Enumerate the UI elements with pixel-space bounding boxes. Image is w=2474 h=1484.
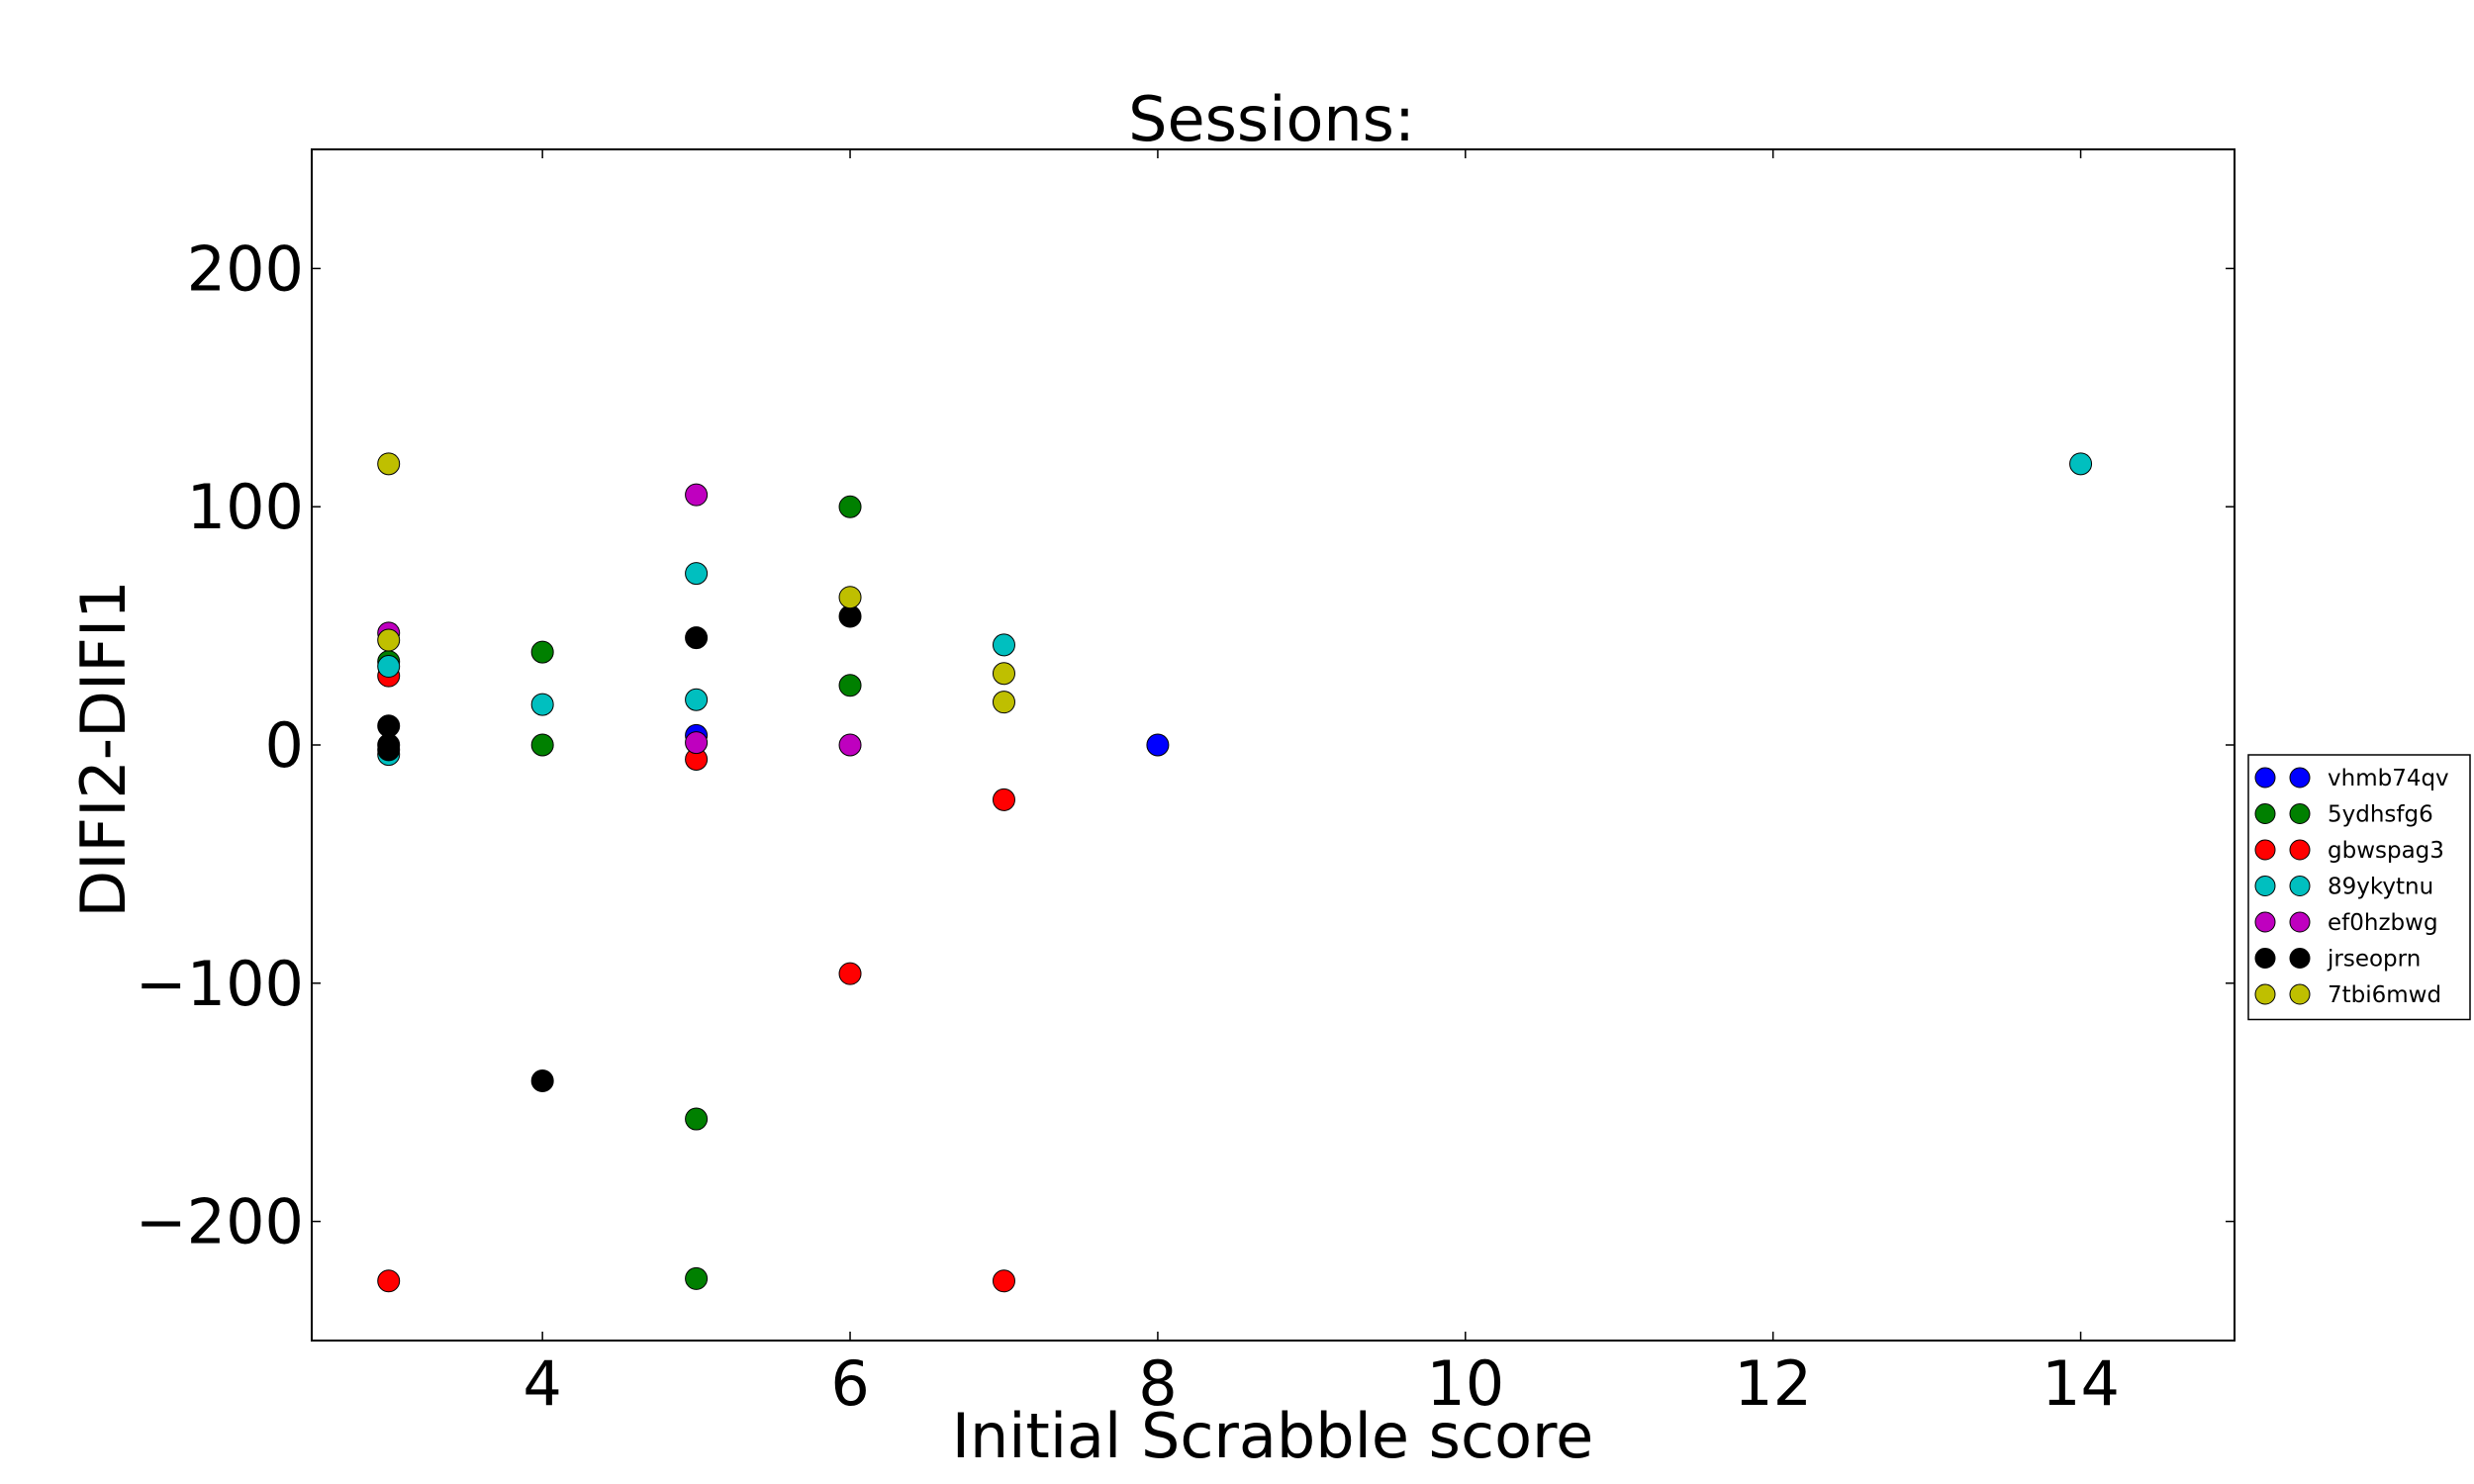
y-tick-label: 200 [187, 232, 304, 305]
data-point-jrseoprn [685, 626, 709, 650]
data-point-89ykytnu [992, 633, 1015, 657]
data-point-gbwspag3 [992, 788, 1015, 811]
legend-marker [2254, 839, 2276, 861]
data-point-gbwspag3 [838, 962, 862, 985]
data-point-5ydhsfg6 [838, 674, 862, 697]
legend-marker [2289, 839, 2311, 861]
legend-box [2247, 754, 2471, 1021]
tick-labels: 4 6 8 10 12 14 −200 −100 0 100 200 [136, 232, 2120, 1420]
data-point-jrseoprn [377, 738, 401, 762]
x-tick-label: 6 [830, 1347, 869, 1420]
legend-marker [2254, 911, 2276, 933]
legend-marker [2254, 876, 2276, 896]
legend-marker [2289, 948, 2311, 969]
data-points [377, 452, 2093, 1293]
y-tick-label: −100 [136, 948, 304, 1020]
legend-marker [2289, 876, 2311, 896]
x-tick-label: 4 [523, 1347, 561, 1420]
data-point-ef0hzbwg [685, 731, 709, 755]
data-point-7tbi6mwd [838, 586, 862, 609]
data-point-7tbi6mwd [377, 628, 401, 652]
legend-label: 5ydhsfg6 [2328, 802, 2433, 828]
data-point-89ykytnu [2069, 452, 2093, 476]
legend-label: vhmb74qv [2328, 766, 2449, 791]
data-point-5ydhsfg6 [530, 733, 554, 757]
data-point-jrseoprn [377, 714, 401, 738]
data-point-7tbi6mwd [992, 691, 1015, 714]
legend-marker [2254, 803, 2276, 824]
x-tick-label: 8 [1138, 1347, 1177, 1420]
y-tick-label: 0 [265, 709, 304, 782]
legend-marker [2289, 983, 2311, 1005]
legend-marker [2289, 911, 2311, 933]
data-point-jrseoprn [530, 1069, 554, 1093]
data-point-89ykytnu [685, 688, 709, 711]
data-point-89ykytnu [530, 693, 554, 716]
data-point-5ydhsfg6 [530, 640, 554, 664]
y-tick-label: −200 [136, 1186, 304, 1258]
data-point-7tbi6mwd [992, 662, 1015, 686]
x-tick-label: 12 [1734, 1347, 1812, 1420]
data-point-5ydhsfg6 [685, 1107, 709, 1131]
legend-marker [2254, 948, 2276, 969]
data-point-89ykytnu [377, 655, 401, 679]
data-point-gbwspag3 [377, 1269, 401, 1293]
data-point-jrseoprn [838, 604, 862, 628]
legend-label: ef0hzbwg [2328, 910, 2438, 936]
legend-label: gbwspag3 [2328, 838, 2444, 864]
x-axis-label: Initial Scrabble score [952, 1400, 1594, 1472]
data-point-gbwspag3 [992, 1269, 1015, 1293]
y-tick-label: 100 [187, 471, 304, 543]
data-point-5ydhsfg6 [685, 1266, 709, 1290]
chart-title: Sessions: [1128, 83, 1415, 155]
legend-marker [2254, 983, 2276, 1005]
y-axis-label: DIFI2-DIFI1 [67, 580, 140, 917]
data-point-5ydhsfg6 [838, 495, 862, 518]
axis-ticks [312, 149, 2235, 1341]
legend: vhmb74qv 5ydhsfg6 gbwspag3 89ykytnu ef0hzbwg… [2247, 754, 2471, 1021]
plot-frame [311, 148, 2236, 1342]
legend-label: 89ykytnu [2328, 875, 2433, 900]
legend-marker [2289, 803, 2311, 824]
legend-label: jrseoprn [2327, 947, 2421, 973]
legend-marker [2254, 767, 2276, 788]
x-tick-label: 10 [1426, 1347, 1504, 1420]
legend-marker [2289, 767, 2311, 788]
data-point-89ykytnu [685, 562, 709, 586]
data-point-ef0hzbwg [685, 483, 709, 507]
x-tick-label: 14 [2042, 1347, 2120, 1420]
data-point-ef0hzbwg [838, 733, 862, 757]
data-point-7tbi6mwd [377, 452, 401, 476]
legend-label: 7tbi6mwd [2328, 982, 2441, 1008]
data-point-vhmb74qv [1146, 733, 1170, 757]
